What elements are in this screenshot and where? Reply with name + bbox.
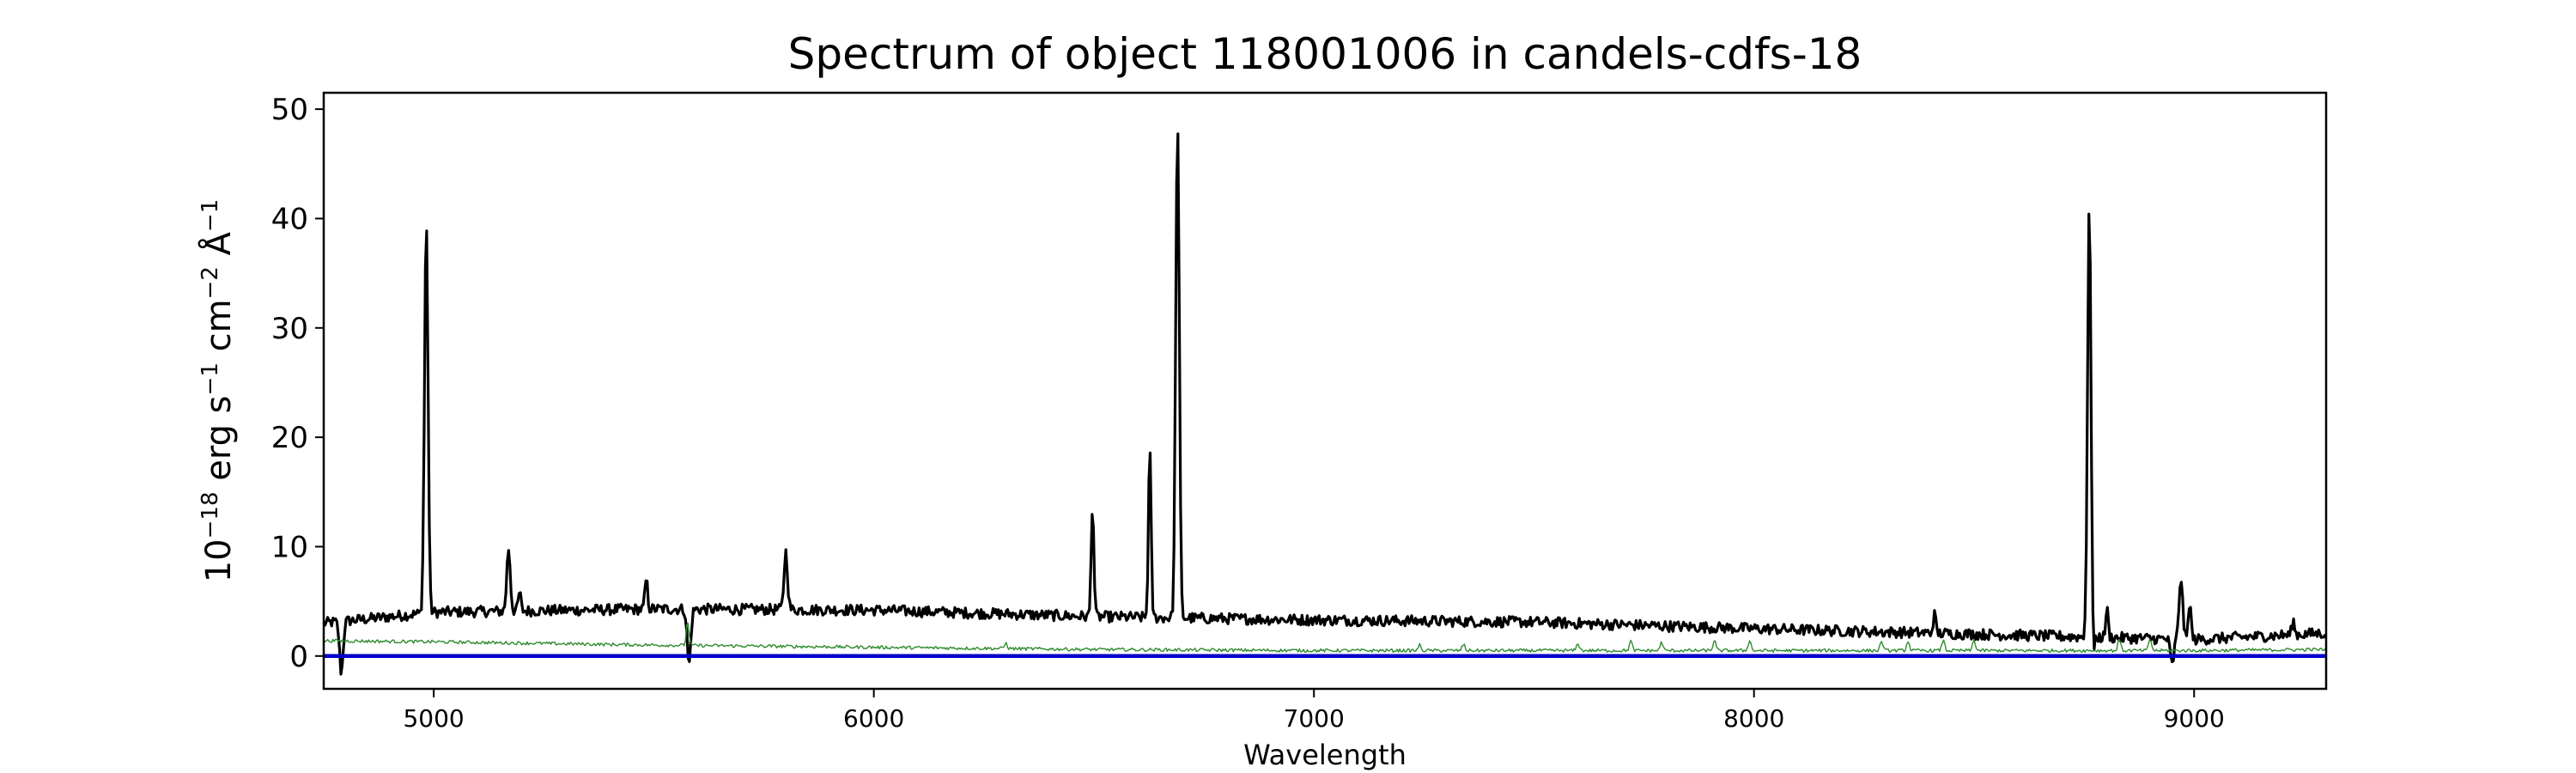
- y-axis-label-unit1: erg s: [199, 395, 239, 491]
- y-tick-label: 20: [271, 421, 308, 455]
- y-axis-label-exp2: −1: [197, 362, 223, 395]
- x-axis-label: Wavelength: [1243, 739, 1406, 771]
- y-axis-label-exp4: −1: [197, 199, 223, 232]
- x-tick-label: 9000: [2164, 704, 2225, 733]
- y-axis-label-unit3: Å: [197, 231, 239, 266]
- x-tick-label: 7000: [1284, 704, 1345, 733]
- x-axis: 5000 6000 7000 8000 9000: [403, 689, 2225, 733]
- x-tick-label: 8000: [1723, 704, 1784, 733]
- plot-area: [322, 91, 2328, 691]
- y-tick-label: 30: [271, 312, 308, 346]
- y-axis-label: 10−18 erg s−1 cm−2 Å−1: [197, 199, 239, 583]
- y-tick-label: 50: [271, 93, 308, 127]
- y-axis: 0 10 20 30 40 50: [271, 93, 324, 674]
- plot-frame: [322, 91, 2328, 691]
- y-axis-label-base: 10: [199, 539, 239, 582]
- y-tick-label: 10: [271, 530, 308, 564]
- y-tick-label: 40: [271, 202, 308, 236]
- x-tick-label: 6000: [843, 704, 904, 733]
- flux-series-line: [324, 132, 2326, 676]
- series-layer: [324, 132, 2326, 676]
- chart-title: Spectrum of object 118001006 in candels-…: [788, 29, 1862, 79]
- y-axis-label-unit2: cm: [199, 299, 239, 362]
- error-series-line: [324, 623, 2326, 653]
- y-tick-label: 0: [289, 640, 308, 674]
- y-axis-label-exp: −18: [197, 491, 223, 539]
- x-tick-label: 5000: [403, 704, 464, 733]
- y-axis-label-exp3: −2: [197, 266, 223, 299]
